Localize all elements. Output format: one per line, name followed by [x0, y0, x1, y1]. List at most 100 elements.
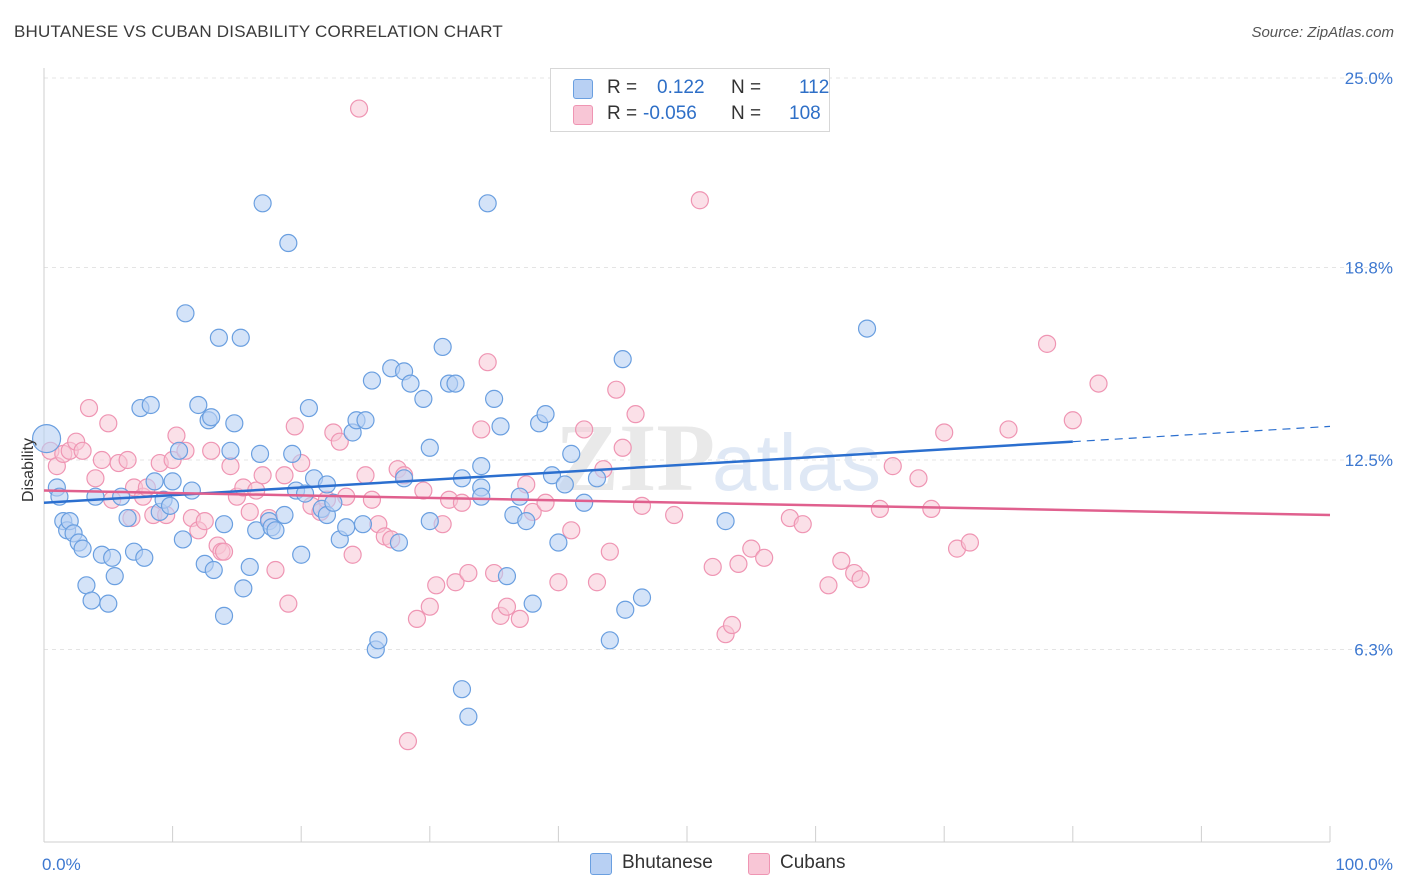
- legend-label-cubans: Cubans: [780, 852, 846, 873]
- trend-lines: [43, 425, 1331, 517]
- data-point-cubans: [632, 496, 652, 515]
- data-point-bhutanese: [433, 337, 452, 357]
- legend-label-bhutanese: Bhutanese: [622, 852, 713, 873]
- legend-stats: R = 0.122 N = 112 R = -0.056 N = 108: [550, 68, 830, 132]
- y-tick-label: 25.0%: [1345, 69, 1393, 88]
- data-point-bhutanese: [214, 515, 234, 534]
- data-point-cubans: [832, 551, 851, 570]
- data-point-cubans: [510, 609, 529, 629]
- data-point-bhutanese: [160, 496, 180, 515]
- data-point-bhutanese: [231, 328, 250, 347]
- data-point-bhutanese: [299, 398, 319, 418]
- data-point-cubans: [999, 420, 1018, 439]
- data-point-cubans: [240, 502, 259, 522]
- data-point-bhutanese: [497, 567, 517, 586]
- data-point-bhutanese: [446, 374, 465, 393]
- legend-swatch-bhutanese: [573, 79, 593, 99]
- data-point-bhutanese: [240, 557, 259, 577]
- data-point-bhutanese: [420, 512, 439, 531]
- data-point-cubans: [1089, 374, 1108, 393]
- grid-lines: [44, 77, 1392, 650]
- legend-r-value: -0.056: [643, 103, 697, 124]
- data-point-bhutanese: [356, 411, 375, 430]
- data-point-bhutanese: [99, 594, 118, 613]
- data-point-bhutanese: [542, 466, 562, 485]
- data-point-bhutanese: [362, 371, 382, 390]
- data-point-bhutanese: [189, 395, 208, 415]
- data-point-bhutanese: [82, 591, 101, 610]
- data-point-bhutanese: [353, 515, 373, 534]
- data-point-bhutanese: [182, 481, 201, 500]
- data-point-cubans: [472, 420, 491, 439]
- data-point-cubans: [870, 499, 890, 518]
- data-point-cubans: [1037, 334, 1057, 353]
- legend-r-value: 0.122: [657, 77, 705, 98]
- data-point-cubans: [221, 457, 240, 476]
- data-point-cubans: [851, 570, 870, 589]
- data-point-cubans: [73, 441, 92, 460]
- data-point-bhutanese: [616, 600, 635, 619]
- data-point-bhutanese: [324, 493, 343, 512]
- data-point-cubans: [459, 563, 478, 583]
- data-point-bhutanese: [105, 567, 124, 586]
- data-point-cubans: [92, 450, 111, 470]
- data-point-cubans: [819, 576, 838, 595]
- source-label: Source: ZipAtlas.com: [1251, 24, 1394, 41]
- data-point-cubans: [349, 99, 369, 118]
- data-point-cubans: [330, 432, 349, 451]
- x-tick-label: 0.0%: [42, 855, 81, 874]
- data-point-bhutanese: [202, 408, 221, 427]
- data-point-bhutanese: [253, 194, 272, 213]
- data-point-bhutanese: [575, 493, 594, 512]
- legend-r-label: R =: [607, 103, 638, 124]
- tick-labels: 6.3% 12.5% 18.8% 25.0% 0.0% 100.0%: [42, 69, 1393, 874]
- data-point-cubans: [452, 493, 472, 512]
- trend-line-cubans: [43, 489, 1331, 517]
- data-point-cubans: [343, 545, 362, 564]
- data-point-cubans: [398, 732, 418, 751]
- legend-n-value: 108: [789, 103, 821, 124]
- data-point-cubans: [202, 441, 221, 460]
- data-point-cubans: [600, 542, 619, 561]
- data-point-bhutanese: [337, 518, 356, 537]
- data-point-cubans: [742, 539, 761, 558]
- data-point-bhutanese: [221, 441, 240, 460]
- data-point-cubans: [497, 597, 517, 616]
- data-point-bhutanese: [295, 484, 315, 503]
- data-point-bhutanese: [135, 548, 154, 567]
- data-point-cubans: [407, 609, 427, 629]
- data-point-bhutanese: [77, 576, 96, 595]
- legend-swatch-cubans: [573, 105, 593, 125]
- data-point-bhutanese: [279, 233, 298, 253]
- data-point-bhutanese: [225, 414, 244, 433]
- trend-line-bhutanese-extension: [1072, 425, 1331, 443]
- data-point-bhutanese: [549, 533, 568, 552]
- data-point-cubans: [427, 576, 446, 595]
- data-point-bhutanese: [478, 194, 497, 213]
- data-point-cubans: [755, 548, 774, 567]
- data-point-cubans: [478, 353, 497, 372]
- series-bhutanese: [31, 194, 877, 726]
- data-point-cubans: [626, 405, 645, 424]
- data-point-bhutanese: [214, 606, 234, 625]
- data-point-cubans: [960, 533, 980, 552]
- data-point-bhutanese: [517, 512, 536, 531]
- data-point-bhutanese: [369, 631, 388, 650]
- data-point-bhutanese: [414, 389, 433, 408]
- data-point-cubans: [86, 469, 105, 488]
- data-point-bhutanese: [394, 469, 414, 488]
- data-point-bhutanese: [266, 521, 285, 540]
- data-point-cubans: [935, 423, 954, 442]
- data-point-bhutanese: [587, 469, 607, 488]
- data-point-bhutanese: [452, 680, 472, 699]
- data-point-bhutanese: [275, 505, 294, 525]
- data-point-bhutanese: [716, 512, 735, 531]
- data-point-bhutanese: [459, 707, 478, 726]
- data-point-bhutanese: [600, 631, 619, 650]
- y-tick-label: 6.3%: [1354, 640, 1393, 659]
- data-point-bhutanese: [176, 304, 195, 323]
- data-point-cubans: [703, 557, 722, 577]
- data-point-cubans: [362, 490, 382, 509]
- data-point-bhutanese: [857, 319, 877, 338]
